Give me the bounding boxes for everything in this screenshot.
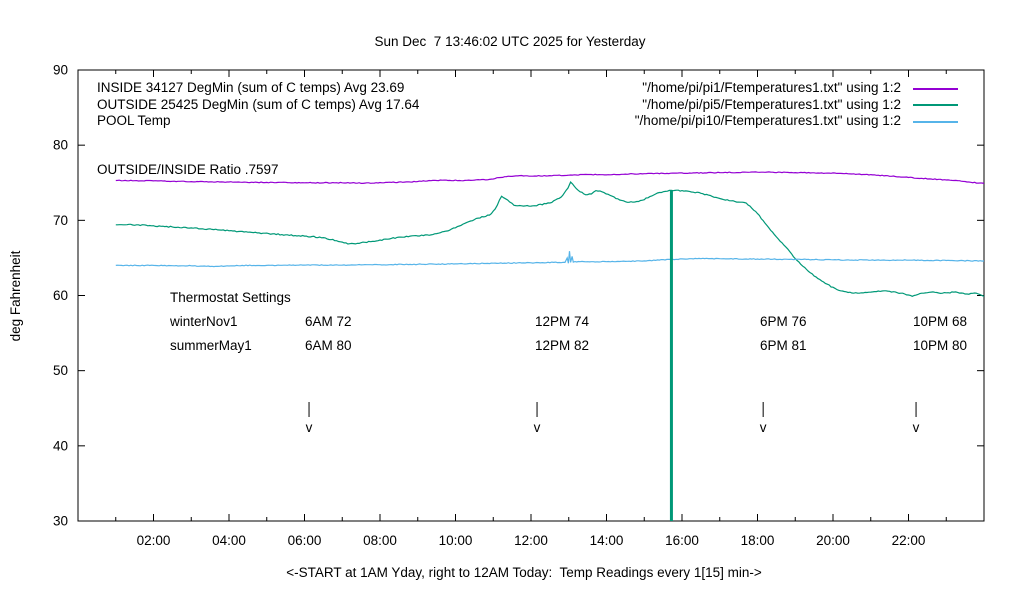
x-tick-label: 06:00: [288, 533, 322, 548]
legend-entry-file: "/home/pi/pi1/Ftemperatures1.txt" using …: [642, 80, 901, 95]
thermostat-schedule-name: winterNov1: [170, 313, 238, 329]
y-tick-label: 70: [53, 213, 68, 228]
marker-arrow-head: v: [760, 420, 767, 435]
x-tick-label: 18:00: [741, 533, 775, 548]
thermostat-setting: 6PM 76: [760, 313, 807, 329]
marker-arrow-head: v: [306, 420, 313, 435]
x-tick-label: 04:00: [212, 533, 246, 548]
y-axis-label: deg Fahrenheit: [8, 250, 23, 342]
thermostat-setting: 10PM 80: [913, 337, 968, 353]
legend-entry-file: "/home/pi/pi10/Ftemperatures1.txt" using…: [634, 113, 901, 128]
x-axis-label: <-START at 1AM Yday, right to 12AM Today…: [286, 565, 762, 580]
thermostat-heading: Thermostat Settings: [170, 290, 291, 305]
y-tick-label: 90: [53, 63, 68, 78]
x-tick-label: 20:00: [816, 533, 850, 548]
x-tick-label: 16:00: [665, 533, 699, 548]
thermostat-setting: 6AM 80: [305, 337, 352, 353]
legend-entry-file: "/home/pi/pi5/Ftemperatures1.txt" using …: [642, 96, 901, 112]
thermostat-setting: 10PM 68: [913, 313, 968, 329]
thermostat-schedule-name: summerMay1: [170, 337, 252, 353]
ratio-label: OUTSIDE/INSIDE Ratio .7597: [97, 162, 279, 177]
chart-title: Sun Dec 7 13:46:02 UTC 2025 for Yesterda…: [374, 34, 646, 49]
legend-entry-label: INSIDE 34127 DegMin (sum of C temps) Avg…: [97, 80, 405, 95]
legend-line-sample: [913, 120, 958, 123]
thermostat-setting: 12PM 82: [535, 337, 590, 353]
thermostat-setting: 6PM 81: [760, 337, 807, 353]
y-tick-label: 60: [53, 288, 68, 303]
y-axis-label-wrap: deg Fahrenheit: [7, 236, 25, 356]
series-line-pool: [115, 251, 985, 268]
series-line-outside: [115, 180, 985, 297]
legend-entry-label: POOL Temp: [97, 113, 171, 128]
series-line-inside: [115, 171, 985, 185]
x-tick-label: 02:00: [137, 533, 171, 548]
y-tick-label: 40: [53, 438, 68, 453]
legend-line-sample: [913, 87, 958, 90]
marker-arrow-head: v: [534, 420, 541, 435]
legend-entry-label: OUTSIDE 25425 DegMin (sum of C temps) Av…: [97, 96, 420, 112]
marker-arrow-head: v: [913, 420, 920, 435]
legend-line-sample: [913, 104, 958, 106]
x-tick-label: 22:00: [892, 533, 926, 548]
y-tick-label: 50: [53, 363, 68, 378]
x-tick-label: 08:00: [363, 533, 397, 548]
x-tick-label: 12:00: [514, 533, 548, 548]
x-tick-label: 14:00: [590, 533, 624, 548]
x-tick-label: 10:00: [439, 533, 473, 548]
y-tick-label: 30: [53, 514, 68, 529]
thermostat-setting: 12PM 74: [535, 313, 590, 329]
y-tick-label: 80: [53, 138, 68, 153]
thermostat-setting: 6AM 72: [305, 313, 352, 329]
